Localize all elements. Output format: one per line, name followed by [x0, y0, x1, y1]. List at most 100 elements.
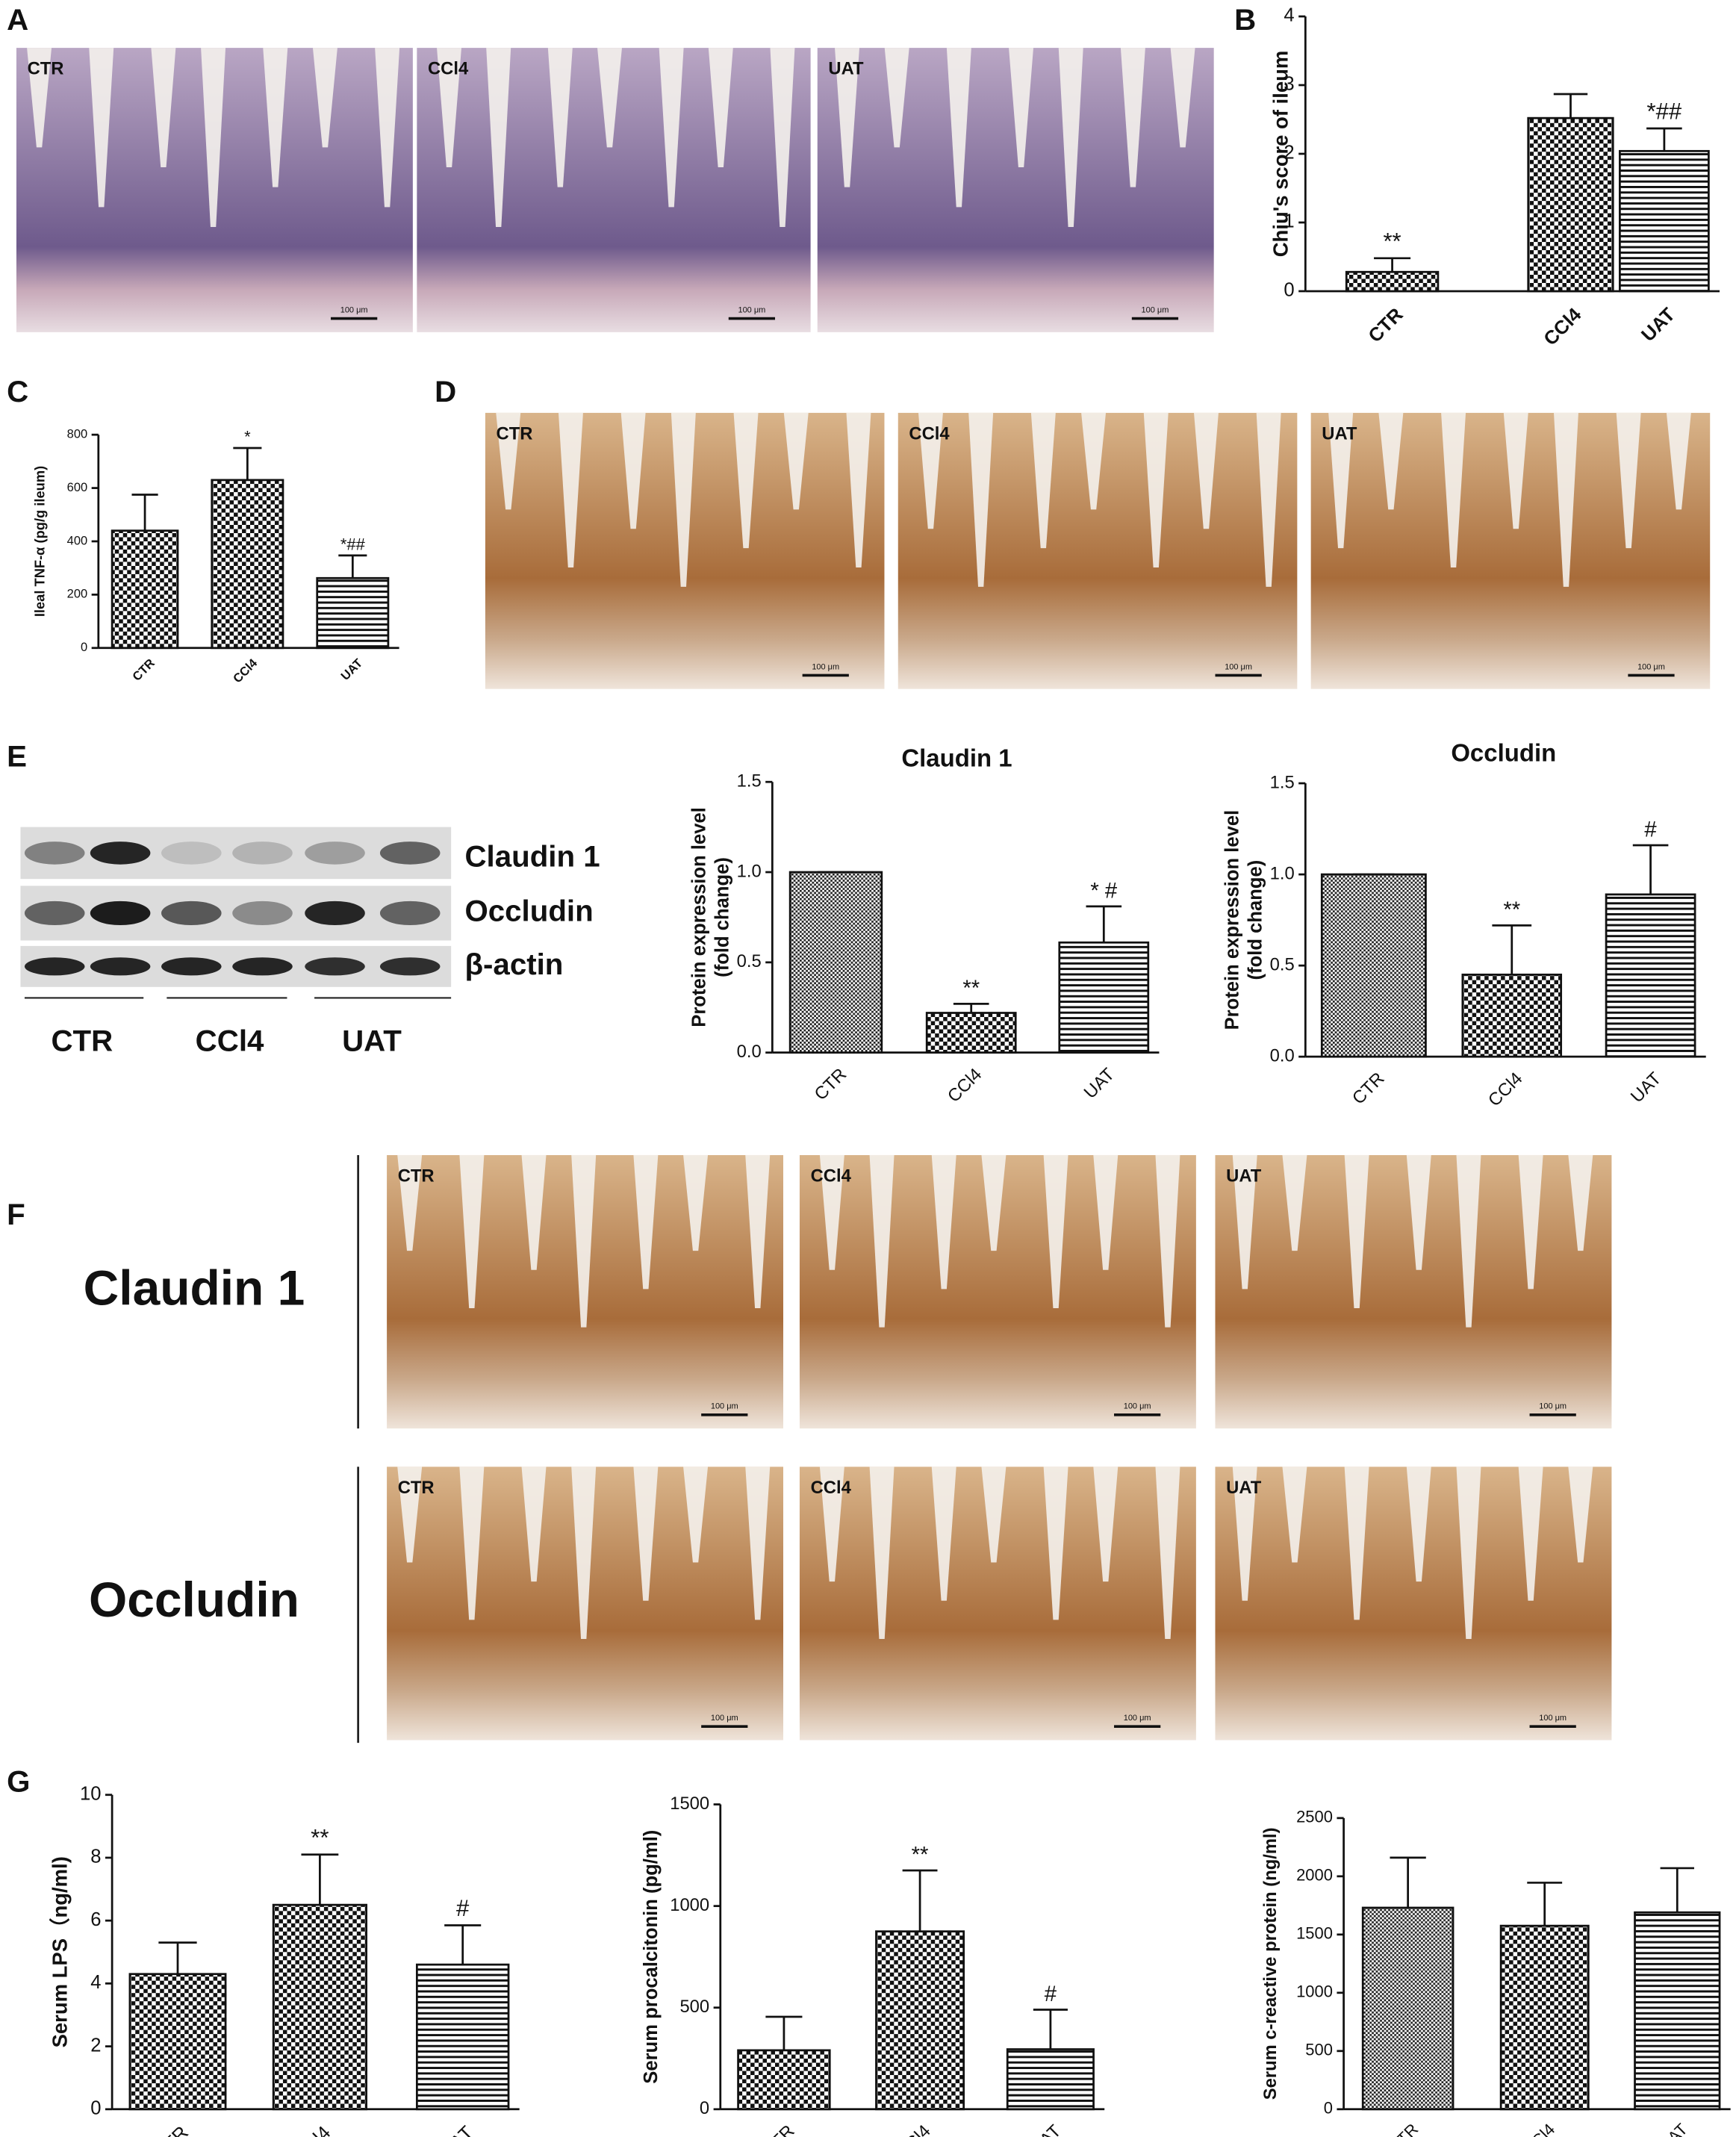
significance-label: ** — [962, 976, 980, 1001]
micrograph-label: CCl4 — [428, 59, 469, 79]
scale-bar-label: 100 μm — [1637, 662, 1665, 671]
scale-bar-label: 100 μm — [1539, 1714, 1567, 1723]
y-axis-label-line: Protein expression level — [1222, 810, 1242, 1030]
bar — [415, 1963, 510, 2111]
villus-gap — [1232, 1466, 1257, 1601]
villus-gap — [1155, 1154, 1180, 1328]
y-tick-label: 3 — [1284, 74, 1294, 95]
error-bar — [765, 2015, 803, 2050]
x-tick-label: UAT — [1655, 2120, 1691, 2137]
y-tick-label: 8 — [90, 1847, 101, 1867]
y-tick-label: 0 — [1324, 2099, 1333, 2118]
significance-label: # — [1045, 1982, 1057, 2006]
micrograph-label: CCl4 — [811, 1166, 852, 1186]
y-tick-label: 0 — [700, 2098, 709, 2118]
significance-label: ** — [912, 1843, 929, 1867]
error-bar — [1527, 1882, 1563, 1926]
bar — [875, 1930, 965, 2111]
y-tick-label: 10 — [80, 1784, 102, 1805]
villus-gap — [521, 1154, 547, 1270]
significance-label: * — [244, 428, 251, 447]
y-tick-label: 1 — [1284, 211, 1294, 232]
villus-gap — [1568, 1154, 1593, 1251]
villus-gap — [521, 1466, 547, 1582]
villus-gap — [1378, 412, 1404, 510]
error-bar — [1492, 924, 1532, 975]
y-tick-label: 0.5 — [737, 951, 762, 971]
micrograph-label: CCl4 — [811, 1478, 852, 1498]
bar — [111, 529, 179, 650]
y-axis-label: Protein expression level (fold change) — [688, 807, 732, 1027]
panel-label: E — [7, 740, 27, 774]
significance-label: *## — [340, 535, 366, 554]
villus-gap — [1441, 412, 1466, 567]
significance-label: ** — [1503, 898, 1520, 922]
x-tick-label: UAT — [338, 656, 365, 683]
error-bar — [444, 1924, 482, 1965]
bar — [128, 1973, 227, 2111]
blot-band — [305, 900, 365, 926]
y-tick-label: 400 — [67, 534, 87, 547]
villus-gap — [1666, 412, 1691, 510]
y-axis-label-line: Protein expression level — [688, 807, 709, 1027]
x-tick-label: CCl4 — [1519, 2120, 1558, 2137]
bar — [1361, 1906, 1455, 2111]
villus-gap — [1043, 1466, 1068, 1620]
scale-bar-label: 100 μm — [711, 1402, 738, 1411]
villus-gap — [745, 1154, 771, 1309]
error-bar — [1660, 1867, 1694, 1913]
villus-gap — [1009, 48, 1034, 168]
bar — [1320, 873, 1427, 1058]
villus-gap — [683, 1154, 709, 1251]
villus-gap — [659, 48, 684, 208]
blot-band — [90, 957, 151, 976]
error-bar — [1374, 257, 1411, 273]
y-axis-label: Serum c-reactive protein (ng/ml) — [1260, 1827, 1281, 2100]
scale-bar-label: 100 μm — [1225, 662, 1252, 671]
significance-label: * # — [1090, 879, 1118, 903]
y-tick-label: 0 — [90, 2098, 101, 2119]
error-bar — [1632, 844, 1669, 895]
blot-band — [305, 957, 365, 976]
x-tick-label: CTR — [1365, 304, 1407, 346]
panel-label: A — [7, 3, 28, 37]
villus-gap — [1193, 412, 1219, 529]
blot-band — [24, 900, 85, 926]
y-axis-label: Serum LPS（ng/ml) — [49, 1856, 72, 2047]
villus-gap — [968, 412, 994, 587]
x-tick-label: UAT — [1080, 1064, 1118, 1102]
error-bar — [158, 1941, 197, 1974]
villus-gap — [835, 48, 859, 187]
chart-title: Occludin — [1451, 738, 1556, 766]
villus-gap — [375, 48, 400, 208]
villus-gap — [981, 1154, 1007, 1251]
protein-label: Claudin 1 — [464, 839, 600, 873]
y-tick-label: 800 — [67, 428, 87, 441]
villus-gap — [1120, 48, 1145, 187]
villus-gap — [496, 412, 521, 510]
blot-band — [161, 957, 222, 976]
villus-gap — [869, 1466, 895, 1640]
y-tick-label: 1500 — [670, 1794, 709, 1814]
bar — [1345, 270, 1440, 293]
group-label: UAT — [342, 1024, 402, 1057]
scale-bar-label: 100 μm — [1142, 306, 1169, 315]
error-bar — [131, 494, 158, 531]
bar — [1619, 149, 1710, 293]
blot-band — [24, 842, 85, 865]
protein-label: β-actin — [464, 948, 563, 981]
villus-gap — [1143, 412, 1169, 567]
villus-gap — [312, 48, 337, 148]
blot-band — [161, 842, 222, 865]
group-label: CTR — [51, 1024, 113, 1057]
error-bar — [301, 1853, 339, 1906]
villus-gap — [201, 48, 226, 227]
y-tick-label: 1.0 — [737, 861, 762, 881]
villus-gap — [571, 1154, 597, 1328]
y-tick-label: 2 — [1284, 143, 1294, 164]
x-tick-label: UAT — [1627, 1068, 1665, 1107]
villus-gap — [846, 412, 871, 567]
villus-gap — [1518, 1466, 1543, 1601]
bar — [1058, 941, 1150, 1054]
bar — [925, 1012, 1017, 1054]
